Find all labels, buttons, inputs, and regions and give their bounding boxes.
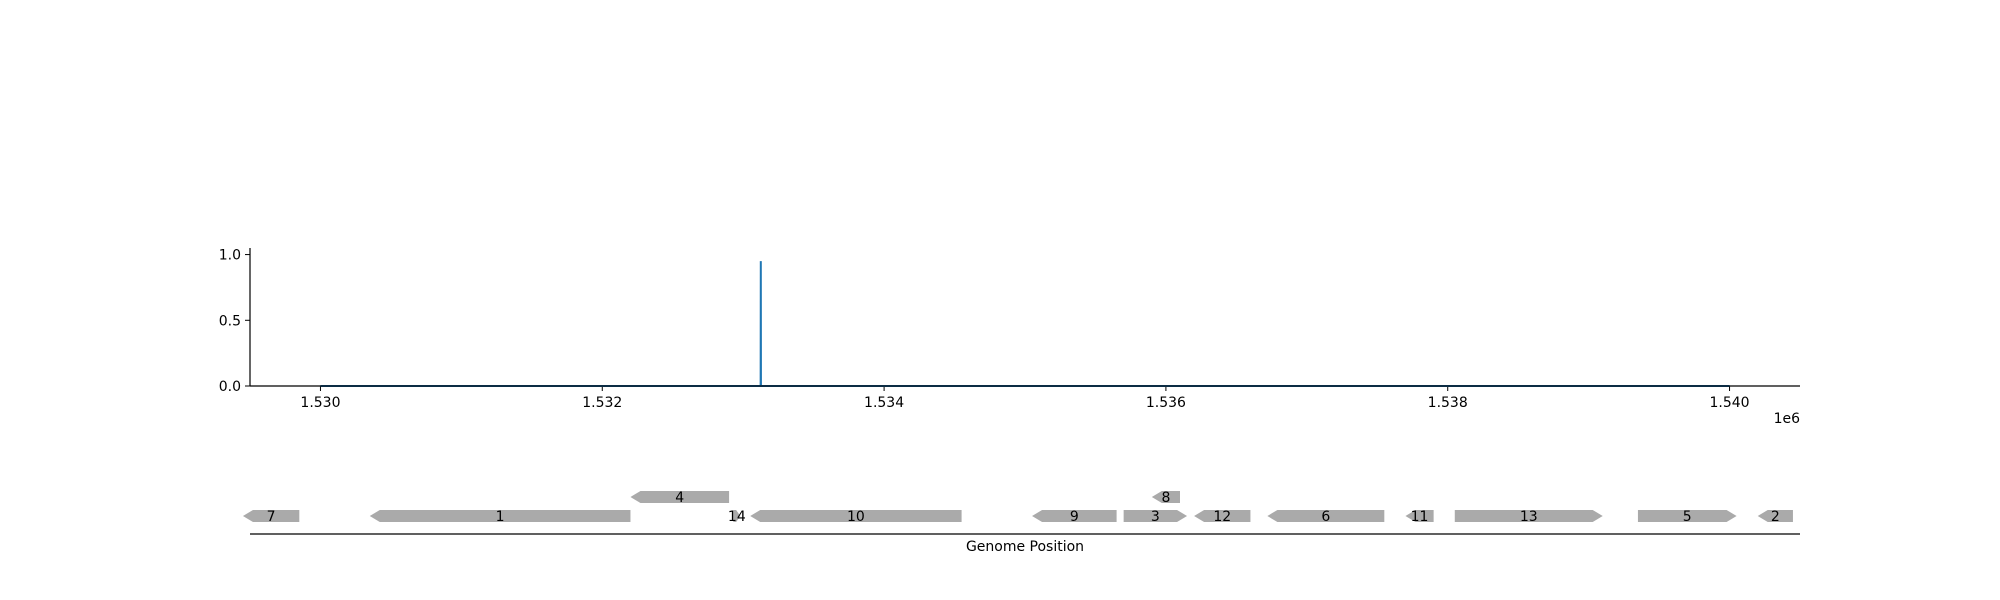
gene-label: 8 [1161,490,1170,506]
gene-feature: 7 [242,509,300,525]
plot-series [320,261,1730,387]
gene-label: 12 [1213,509,1231,525]
x-tick-label: 1.540 [1709,395,1749,411]
gene-arrow [733,510,741,522]
series-line [320,261,1730,387]
x-tick-label: 1.530 [300,395,340,411]
gene-feature: 4 [630,490,730,506]
gene-feature: 13 [1454,509,1603,525]
gene-label: 3 [1151,509,1160,525]
gene-label: 2 [1771,509,1780,525]
gene-arrow [750,510,962,522]
gene-arrow [1405,510,1434,522]
x-offset-label: 1e6 [1774,411,1801,427]
gene-arrow [630,491,730,503]
x-tick-label: 1.534 [864,395,904,411]
gene-arrow [242,510,300,522]
gene-arrow [1757,510,1793,522]
gene-arrow [1123,510,1188,522]
gene-arrow [1194,510,1251,522]
gene-label: 1 [496,509,505,525]
y-tick-label: 0.5 [219,313,241,329]
gene-feature: 10 [750,509,962,525]
axis-ticks: 1.530 1.532 1.534 1.536 1.538 1.540 0.0 0.5 1.0 [219,248,1750,411]
gene-feature: 9 [1032,509,1117,525]
gene-label: 14 [728,509,746,525]
gene-feature: 3 [1123,509,1188,525]
gene-arrow [1267,510,1385,522]
gene-arrow [369,510,631,522]
gene-feature: 11 [1405,509,1434,525]
gene-label: 6 [1321,509,1330,525]
gene-feature: 2 [1757,509,1793,525]
gene-feature: 5 [1637,509,1737,525]
gene-label: 10 [847,509,865,525]
gene-label: 7 [267,509,276,525]
gene-arrow [1151,491,1180,503]
gene-feature: 12 [1194,509,1251,525]
gene-label: 9 [1070,509,1079,525]
y-tick-label: 1.0 [219,248,241,264]
gene-label: 13 [1520,509,1538,525]
x-tick-label: 1.538 [1428,395,1468,411]
gene-label: 4 [675,490,684,506]
x-axis-label: Genome Position [966,539,1084,555]
gene-feature: 14 [728,509,746,525]
x-tick-label: 1.536 [1146,395,1186,411]
gene-arrow [1032,510,1117,522]
gene-feature: 1 [369,509,631,525]
y-tick-label: 0.0 [219,379,241,395]
coverage-plot: 1.530 1.532 1.534 1.536 1.538 1.5400.00.51.0 … [219,248,1800,427]
gene-label: 5 [1683,509,1692,525]
gene-feature: 8 [1151,490,1180,506]
gene-feature: 6 [1267,509,1385,525]
gene-label: 11 [1411,509,1429,525]
gene-arrow [1637,510,1737,522]
x-tick-label: 1.532 [582,395,622,411]
gene-arrow [1454,510,1603,522]
